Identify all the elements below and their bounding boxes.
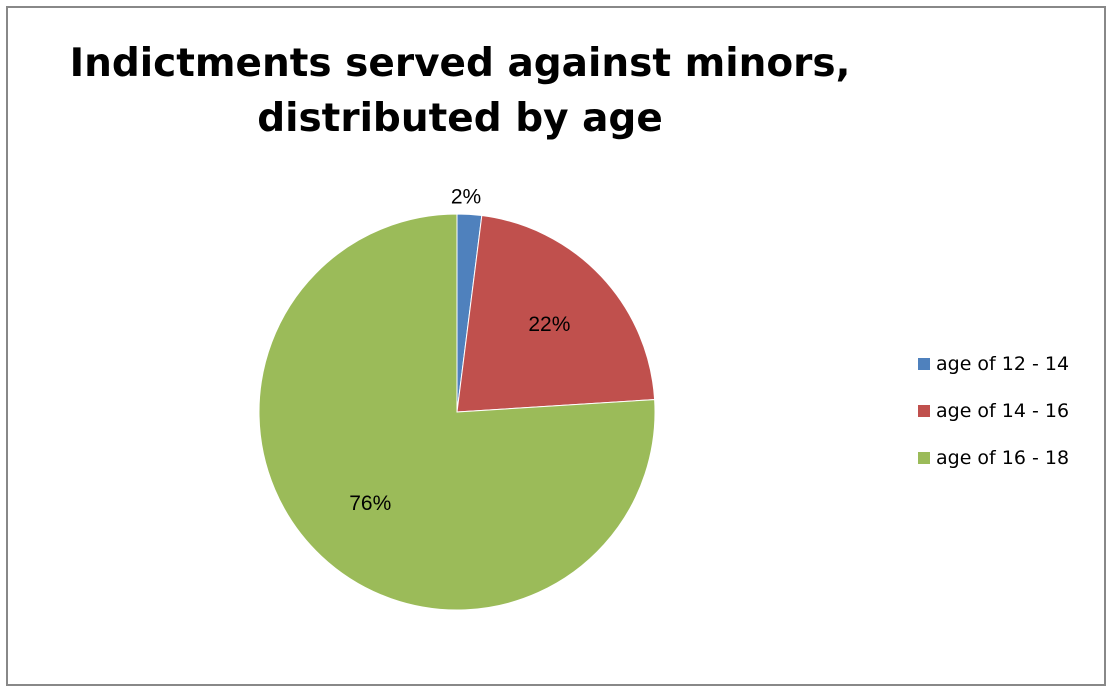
legend-label-age-12-14: age of 12 - 14	[936, 352, 1070, 375]
data-label-16-18: 76%	[349, 492, 391, 515]
legend-item-age-14-16: age of 14 - 16	[918, 399, 1069, 422]
chart-title: Indictments served against minors, distr…	[0, 36, 920, 146]
legend: age of 12 - 14 age of 14 - 16 age of 16 …	[918, 352, 1069, 493]
legend-swatch-age-16-18	[918, 451, 930, 464]
data-label-14-16: 22%	[528, 313, 570, 336]
legend-label-age-16-18: age of 16 - 18	[936, 446, 1070, 469]
legend-label-age-14-16: age of 14 - 16	[936, 399, 1070, 422]
pie-chart: 2% 22% 76%	[258, 186, 656, 611]
pie-slice-14-16	[456, 215, 656, 413]
chart-title-line-1: Indictments served against minors,	[69, 41, 851, 86]
data-label-12-14: 2%	[451, 186, 481, 209]
pie-slice-16-18	[258, 213, 656, 611]
legend-swatch-age-12-14	[918, 357, 930, 370]
chart-title-line-2: distributed by age	[257, 96, 663, 141]
legend-item-age-12-14: age of 12 - 14	[918, 352, 1069, 375]
legend-swatch-age-14-16	[918, 404, 930, 417]
legend-item-age-16-18: age of 16 - 18	[918, 446, 1069, 469]
